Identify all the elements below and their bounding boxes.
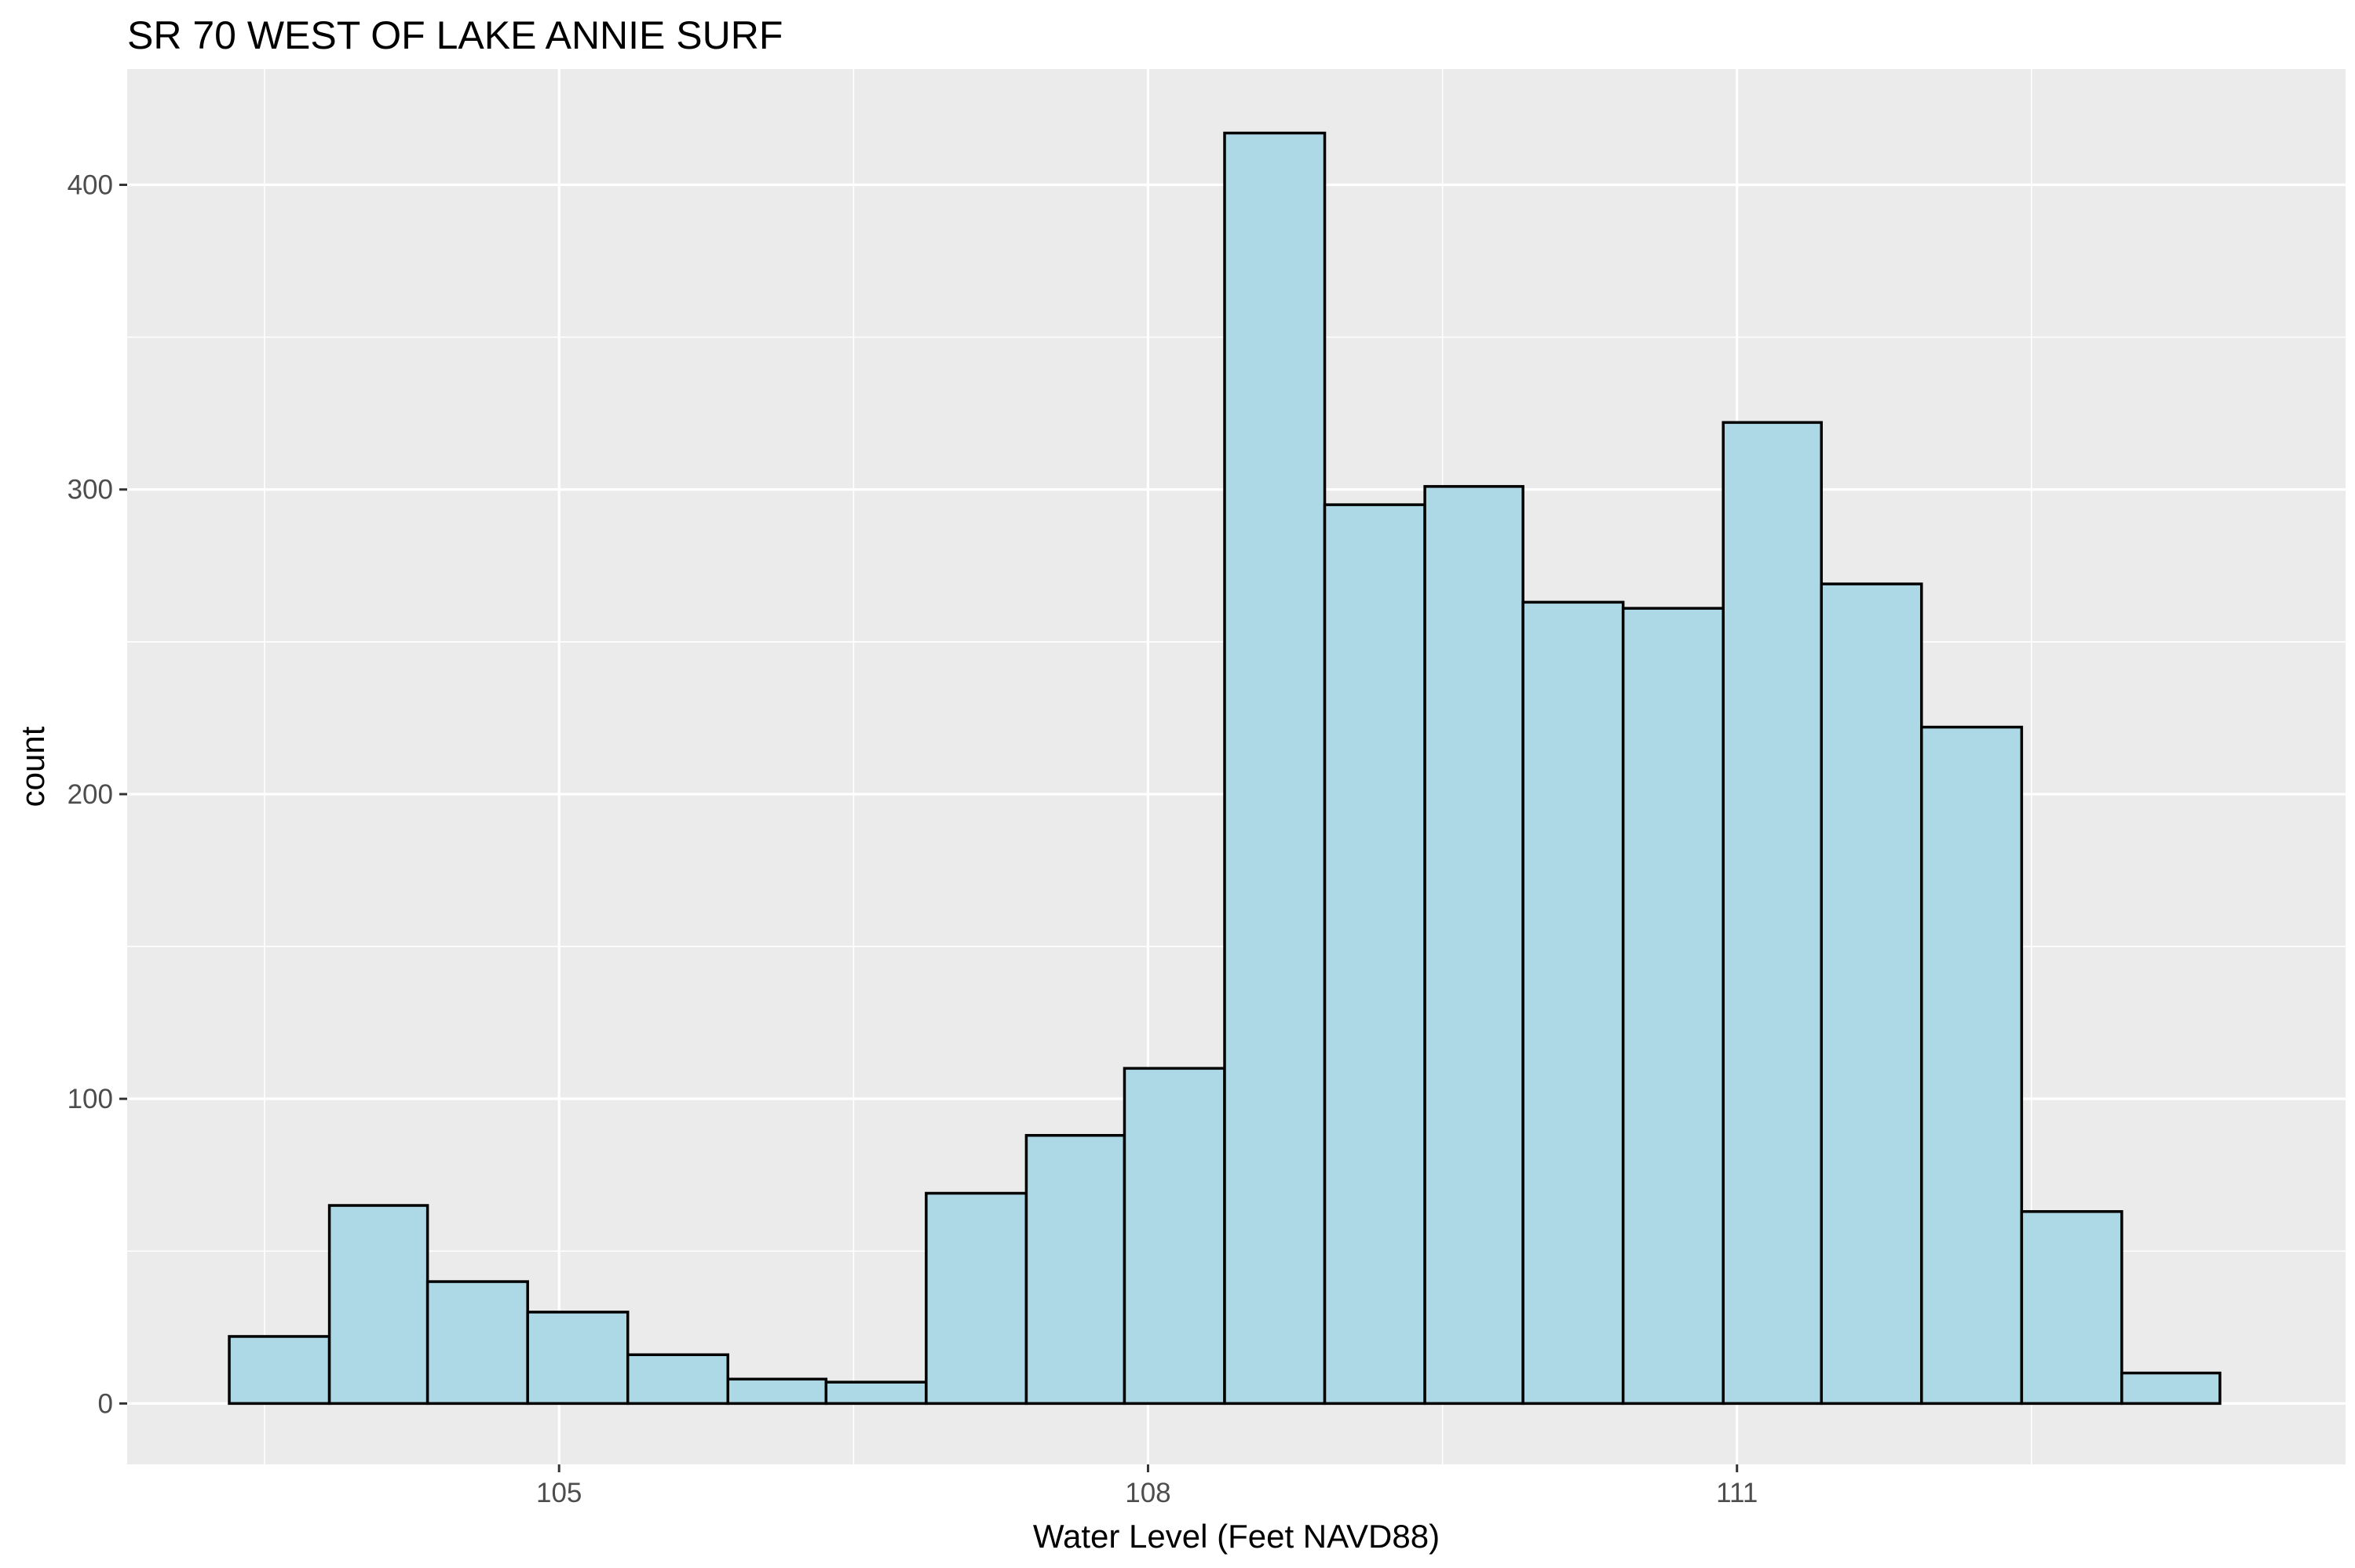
y-tick-label: 100 [68, 1084, 113, 1114]
x-axis-title: Water Level (Feet NAVD88) [1033, 1518, 1440, 1555]
histogram-bar [1920, 725, 2024, 1406]
histogram-bar [1423, 485, 1524, 1406]
histogram-bar [1521, 600, 1625, 1406]
histogram-bar [1621, 607, 1725, 1406]
histogram-bars [228, 131, 2222, 1406]
histogram-bar [626, 1353, 730, 1406]
histogram-bar [1123, 1067, 1226, 1406]
chart-title: SR 70 WEST OF LAKE ANNIE SURF [127, 13, 783, 57]
histogram-bar [1223, 131, 1327, 1406]
histogram-bar [2020, 1210, 2123, 1406]
histogram-bar [925, 1191, 1028, 1406]
histogram-bar [228, 1335, 331, 1406]
x-tick-label: 105 [536, 1478, 582, 1508]
y-axis: 0 100 200 300 400 [68, 170, 127, 1419]
histogram-bar [526, 1311, 630, 1406]
y-axis-title: count [14, 726, 51, 807]
histogram-bar [824, 1380, 928, 1406]
x-tick-label: 111 [1716, 1478, 1758, 1508]
histogram-bar [1722, 421, 1824, 1406]
histogram-bar [1323, 503, 1426, 1406]
y-tick-label: 0 [98, 1388, 113, 1419]
y-tick-label: 200 [68, 779, 113, 810]
histogram-bar [425, 1280, 529, 1406]
histogram-bar [2120, 1371, 2222, 1406]
x-axis: 105 108 111 [536, 1464, 1758, 1508]
histogram-bar [726, 1377, 828, 1406]
x-tick-label: 108 [1125, 1478, 1170, 1508]
histogram-bar [1820, 582, 1923, 1406]
histogram-bar [1024, 1133, 1126, 1406]
histogram-bar [327, 1204, 429, 1406]
y-tick-label: 400 [68, 170, 113, 201]
y-tick-label: 300 [68, 475, 113, 505]
